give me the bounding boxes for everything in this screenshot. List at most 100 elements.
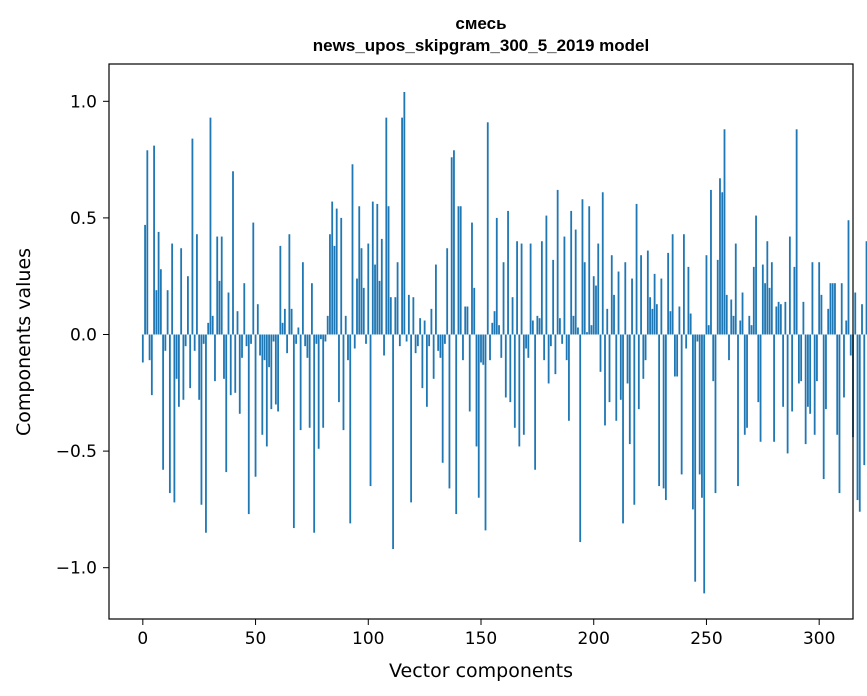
bar xyxy=(234,334,237,393)
bar xyxy=(847,220,850,335)
bar xyxy=(407,294,410,335)
bar xyxy=(491,322,494,335)
bar xyxy=(692,334,694,510)
bar xyxy=(604,334,606,426)
bar xyxy=(292,334,295,529)
bar xyxy=(840,283,843,335)
bar xyxy=(786,334,789,454)
bar xyxy=(295,334,298,344)
bar xyxy=(211,315,214,335)
bar xyxy=(628,334,631,445)
bar xyxy=(845,320,848,335)
bar xyxy=(229,334,232,396)
bar xyxy=(545,215,548,335)
y-tick-label: −0.5 xyxy=(56,442,97,462)
bar xyxy=(683,234,685,335)
bar xyxy=(723,129,726,335)
bar xyxy=(836,334,839,435)
bar xyxy=(252,222,255,335)
bar xyxy=(356,278,358,335)
bar xyxy=(559,318,561,335)
bar xyxy=(572,315,575,335)
bar xyxy=(680,334,683,475)
bar xyxy=(732,315,735,335)
bar xyxy=(177,334,180,407)
bar xyxy=(825,334,827,410)
bar xyxy=(378,280,381,335)
bar xyxy=(353,334,356,349)
bar xyxy=(714,334,717,494)
bar xyxy=(265,334,268,447)
bar xyxy=(737,334,739,487)
y-axis-ticks: −1.0 −0.5 0.0 0.5 1.0 xyxy=(56,92,109,579)
bar xyxy=(462,334,464,361)
bar xyxy=(531,320,534,335)
bar xyxy=(317,334,320,449)
bar xyxy=(701,334,703,498)
bar xyxy=(446,248,449,335)
bar xyxy=(403,91,406,335)
bar xyxy=(759,334,762,442)
chart-title-line2: news_upos_skipgram_300_5_2019 model xyxy=(313,36,649,55)
bar xyxy=(601,192,604,335)
bar xyxy=(326,315,329,335)
bar xyxy=(297,327,300,335)
bar xyxy=(637,334,640,410)
bar xyxy=(579,334,582,543)
bar xyxy=(768,287,771,335)
bar xyxy=(344,315,347,335)
bar xyxy=(667,252,670,335)
bar xyxy=(286,334,289,354)
bar xyxy=(435,264,437,335)
bar xyxy=(374,264,376,335)
y-tick-label: 0.0 xyxy=(70,326,97,346)
bar xyxy=(358,206,361,335)
bar xyxy=(166,290,169,335)
bar xyxy=(773,334,775,442)
bar xyxy=(540,241,543,335)
bar xyxy=(671,234,674,335)
bar xyxy=(432,334,435,379)
bar xyxy=(423,320,426,335)
bar xyxy=(277,334,279,412)
bars xyxy=(141,91,867,594)
bar xyxy=(788,236,791,335)
bar xyxy=(392,334,394,550)
bar xyxy=(527,334,530,358)
bar xyxy=(504,334,507,398)
bar xyxy=(351,164,354,335)
bar xyxy=(595,285,597,335)
bar xyxy=(414,334,417,354)
bar xyxy=(696,334,699,342)
bar xyxy=(743,334,746,435)
bar xyxy=(489,334,491,361)
bar xyxy=(218,280,221,335)
bar xyxy=(536,315,539,335)
bar xyxy=(389,297,392,335)
bar xyxy=(617,271,620,335)
bar xyxy=(784,301,787,335)
bar xyxy=(333,245,336,335)
bar xyxy=(311,283,313,335)
bar xyxy=(721,192,724,335)
bar xyxy=(581,199,584,335)
bar xyxy=(290,308,293,335)
bar xyxy=(159,269,162,335)
bar xyxy=(141,334,144,363)
bar xyxy=(261,334,264,435)
bar xyxy=(342,334,345,431)
bar xyxy=(520,243,523,335)
bar xyxy=(441,334,444,463)
bar xyxy=(486,122,489,335)
bar xyxy=(626,334,629,384)
bar xyxy=(157,231,160,335)
bar xyxy=(861,304,863,335)
bar xyxy=(858,334,861,512)
bar xyxy=(439,334,442,358)
bar xyxy=(820,294,823,335)
bar xyxy=(369,334,372,487)
bar xyxy=(498,325,500,335)
bar xyxy=(428,334,431,347)
bar xyxy=(779,304,782,335)
bar xyxy=(689,313,692,335)
